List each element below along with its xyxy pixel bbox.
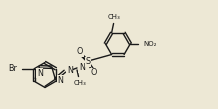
Text: O: O <box>77 47 83 56</box>
Text: N: N <box>67 66 73 75</box>
Text: Br: Br <box>9 64 17 73</box>
Text: S: S <box>85 57 90 66</box>
Text: NO₂: NO₂ <box>144 41 157 47</box>
Text: CH₃: CH₃ <box>107 14 120 20</box>
Text: CH₃: CH₃ <box>73 80 86 86</box>
Text: N: N <box>79 63 85 72</box>
Text: O: O <box>91 68 97 77</box>
Text: N: N <box>57 76 63 85</box>
Text: N: N <box>37 69 43 78</box>
